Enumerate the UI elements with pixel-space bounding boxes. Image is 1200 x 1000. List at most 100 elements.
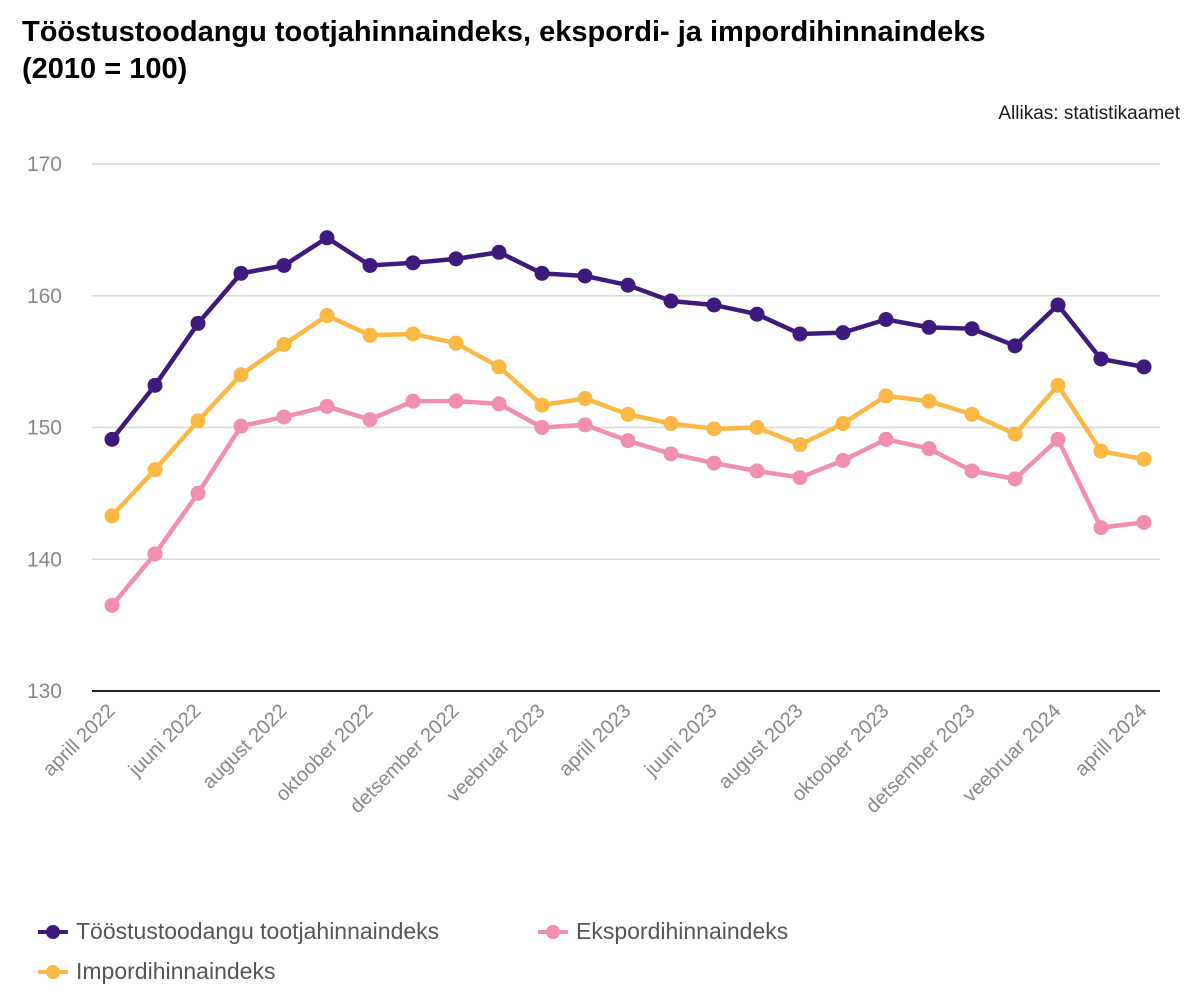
data-point [835, 452, 851, 468]
data-point [276, 257, 292, 273]
legend-label: Ekspordihinnaindeks [576, 918, 789, 944]
data-point [233, 418, 249, 434]
data-point [319, 308, 335, 324]
data-point [491, 396, 507, 412]
legend-swatch-icon [38, 922, 68, 942]
x-tick-label: august 2023 [714, 700, 807, 793]
data-point [319, 398, 335, 414]
data-point [964, 406, 980, 422]
data-point [147, 462, 163, 478]
data-point [276, 409, 292, 425]
legend-label: Impordihinnaindeks [76, 958, 276, 984]
data-point [620, 277, 636, 293]
data-point [706, 421, 722, 437]
data-point [1136, 451, 1152, 467]
data-point [706, 455, 722, 471]
data-point [835, 416, 851, 432]
data-point [1050, 431, 1066, 447]
data-point [577, 417, 593, 433]
data-point [448, 335, 464, 351]
y-tick-label: 140 [27, 548, 62, 571]
x-tick-label: august 2022 [198, 700, 291, 793]
data-point [491, 359, 507, 375]
data-point [663, 446, 679, 462]
data-point [921, 393, 937, 409]
legend-item-impordihinnaindeks[interactable]: Impordihinnaindeks [38, 958, 275, 985]
data-point [706, 297, 722, 313]
y-tick-label: 150 [27, 417, 62, 440]
data-point [620, 433, 636, 449]
legend-swatch-icon [38, 962, 68, 982]
data-point [534, 420, 550, 435]
data-point [362, 412, 378, 428]
data-point [362, 257, 378, 273]
source-note: Allikas: statistikaamet [998, 103, 1180, 124]
data-point [190, 413, 206, 429]
data-point [878, 388, 894, 404]
data-point [577, 268, 593, 284]
data-point [663, 416, 679, 432]
y-tick-label: 160 [27, 285, 62, 308]
data-point [749, 306, 765, 322]
chart-title-line1: Tööstustoodangu tootjahinnaindeks, ekspo… [22, 16, 986, 48]
data-point [190, 485, 206, 501]
x-tick-label: aprill 2022 [39, 700, 120, 781]
data-point [147, 377, 163, 393]
data-point [1007, 338, 1023, 354]
data-point [1050, 377, 1066, 393]
data-point [749, 463, 765, 479]
legend-label: Tööstustoodangu tootjahinnaindeks [76, 918, 440, 944]
data-point [663, 293, 679, 309]
data-point [104, 597, 120, 613]
x-tick-label: juuni 2022 [124, 700, 206, 782]
data-point [792, 326, 808, 342]
data-point [1050, 297, 1066, 313]
data-point [104, 431, 120, 447]
series-line [109, 398, 1147, 608]
data-point [921, 441, 937, 457]
data-point [405, 393, 421, 409]
data-point [405, 255, 421, 271]
data-point [491, 244, 507, 260]
data-point [319, 230, 335, 246]
data-point [921, 319, 937, 335]
data-point [878, 311, 894, 327]
legend-item-tootjahinnaindeks[interactable]: Tööstustoodangu tootjahinnaindeks [38, 918, 439, 945]
data-point [1007, 471, 1023, 487]
x-tick-label: aprill 2024 [1071, 700, 1152, 781]
data-point [1093, 443, 1109, 459]
data-point [1093, 351, 1109, 367]
data-point [1136, 359, 1152, 375]
data-point [534, 265, 550, 281]
data-point [405, 326, 421, 342]
data-point [190, 315, 206, 331]
data-point [147, 546, 163, 562]
data-point [1007, 426, 1023, 442]
data-point [749, 420, 765, 435]
data-point [1136, 514, 1152, 530]
data-point [577, 391, 593, 407]
y-tick-label: 170 [27, 153, 62, 176]
y-tick-label: 130 [27, 680, 62, 703]
x-tick-label: juuni 2023 [640, 700, 722, 782]
data-point [233, 265, 249, 281]
chart-title: Tööstustoodangu tootjahinnaindeks, ekspo… [22, 14, 1172, 88]
data-point [835, 325, 851, 341]
data-point [534, 397, 550, 413]
data-point [878, 431, 894, 447]
legend-swatch-icon [538, 922, 568, 942]
legend-item-ekspordihinnaindeks[interactable]: Ekspordihinnaindeks [538, 918, 788, 945]
data-point [792, 470, 808, 486]
chart-title-line2: (2010 = 100) [22, 53, 188, 85]
data-point [1093, 520, 1109, 536]
data-point [104, 508, 120, 524]
data-point [964, 321, 980, 337]
data-point [448, 393, 464, 409]
data-point [233, 367, 249, 383]
data-point [362, 327, 378, 343]
data-point [620, 406, 636, 422]
x-tick-label: aprill 2023 [555, 700, 636, 781]
data-point [448, 251, 464, 267]
data-point [792, 437, 808, 453]
